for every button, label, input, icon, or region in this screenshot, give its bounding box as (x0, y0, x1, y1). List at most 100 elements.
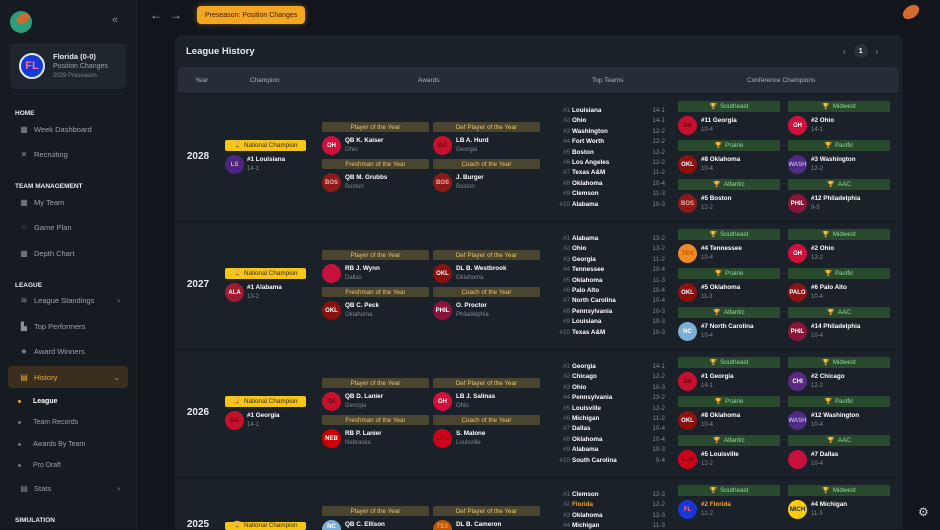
top-team-row[interactable]: #3 Oklahoma 12-3 (558, 512, 665, 520)
top-team-row[interactable]: #9 Louisiana 10-3 (558, 319, 665, 326)
top-team-row[interactable]: #2 Florida 12-2 (558, 502, 665, 509)
award-winner[interactable]: QB C. Peck (345, 302, 379, 309)
sidebar-item-game-plan[interactable]: ⁘ Game Plan (8, 217, 128, 239)
top-team-row[interactable]: #2 Ohio 14-1 (558, 118, 665, 125)
award-winner[interactable]: J. Burger (456, 174, 484, 181)
top-team-row[interactable]: #4 Tennessee 10-4 (558, 267, 665, 274)
conference-champion-name[interactable]: #7 North Carolina (701, 323, 754, 330)
top-team-row[interactable]: #1 Louisiana 14-1 (558, 107, 665, 115)
sidebar-item-league-standings[interactable]: ≋ League Standings › (8, 290, 128, 312)
top-team-row[interactable]: #10 South Carolina 9-4 (558, 457, 665, 465)
conference-champion-name[interactable]: #7 Dallas (811, 451, 839, 458)
top-team-row[interactable]: #8 Pennsylvania 10-3 (558, 308, 665, 316)
conference-champion-name[interactable]: #8 Oklahoma (701, 412, 741, 419)
conference-champion-name[interactable]: #6 Palo Alto (811, 284, 847, 291)
conference-champion-name[interactable]: #5 Oklahoma (701, 284, 741, 291)
rank: #1 (562, 363, 570, 370)
team-name: Chicago (572, 373, 597, 381)
conference-champion-name[interactable]: #8 Oklahoma (701, 156, 741, 163)
sidebar-item-award-winners[interactable]: ★ Award Winners (8, 341, 128, 363)
top-team-row[interactable]: #8 Oklahoma 10-4 (558, 180, 665, 188)
prev-page-button[interactable]: ‹ (843, 46, 846, 56)
conference-champion-name[interactable]: #4 Tennessee (701, 245, 742, 252)
award-header: Def Player of the Year (433, 506, 540, 516)
next-page-button[interactable]: › (875, 46, 879, 56)
award-winner[interactable]: DL B. Westbrook (456, 265, 507, 272)
conference-champion-name[interactable]: #3 Washington (811, 156, 856, 163)
back-button[interactable]: ← (150, 8, 162, 22)
top-team-row[interactable]: #6 Michigan 11-2 (558, 415, 665, 423)
sidebar-item-history[interactable]: ▤ History ⌄ (8, 366, 128, 388)
top-team-row[interactable]: #9 Alabama 10-3 (558, 447, 665, 454)
award-winner[interactable]: QB D. Lanier (345, 393, 384, 400)
settings-gear-icon[interactable]: ⚙ (918, 505, 929, 519)
award-winner[interactable]: DL B. Cameron (456, 521, 502, 528)
football-icon[interactable] (900, 1, 922, 23)
top-team-row[interactable]: #9 Clemson 11-3 (558, 191, 665, 198)
top-team-row[interactable]: #2 Ohio 13-2 (558, 246, 665, 253)
award-winner[interactable]: QB K. Kaiser (345, 137, 384, 144)
top-team-row[interactable]: #3 Ohio 10-3 (558, 384, 665, 392)
top-team-row[interactable]: #1 Alabama 13-2 (558, 235, 665, 243)
award-winner[interactable]: RB P. Lanier (345, 430, 382, 437)
top-team-row[interactable]: #4 Michigan 11-3 (558, 523, 665, 530)
team-card[interactable]: FL Florida (0-0) Position Changes 2029 P… (10, 43, 126, 89)
top-team-row[interactable]: #4 Fort Worth 12-2 (558, 139, 665, 146)
conference-champion-name[interactable]: #5 Louisville (701, 451, 739, 458)
top-team-row[interactable]: #1 Clemson 12-3 (558, 491, 665, 499)
sidebar-item-depth-chart[interactable]: ▦ Depth Chart (8, 242, 128, 264)
top-team-row[interactable]: #7 Dallas 10-4 (558, 426, 665, 433)
award-winner[interactable]: RB J. Wynn (345, 265, 380, 272)
forward-button[interactable]: → (170, 8, 182, 22)
top-team-row[interactable]: #6 Los Angeles 12-2 (558, 159, 665, 167)
conference-champion-name[interactable]: #1 Georgia (701, 373, 734, 380)
conference-champion-name[interactable]: #12 Washington (811, 412, 860, 419)
award-winner[interactable]: S. Malone (456, 430, 486, 437)
top-team-row[interactable]: #1 Georgia 14-1 (558, 363, 665, 371)
award-winner[interactable]: O. Proctor (456, 302, 487, 309)
sidebar-item-recruiting[interactable]: ✕ Recruiting (8, 144, 128, 166)
top-team-row[interactable]: #5 Boston 12-2 (558, 149, 665, 157)
top-team-row[interactable]: #2 Chicago 12-2 (558, 374, 665, 381)
conference-champion-name[interactable]: #4 Michigan (811, 501, 848, 508)
top-team-row[interactable]: #5 Louisville 12-2 (558, 405, 665, 413)
top-team-row[interactable]: #4 Pennsylvania 13-2 (558, 395, 665, 402)
conference-champion-name[interactable]: #2 Florida (701, 501, 731, 508)
conference-champion-logo: CHI (788, 372, 807, 391)
award-winner[interactable]: QB C. Ellison (345, 521, 385, 528)
conference-champion-name[interactable]: #2 Ohio (811, 245, 835, 252)
top-team-row[interactable]: #5 Oklahoma 11-3 (558, 277, 665, 285)
top-team-row[interactable]: #3 Washington 12-2 (558, 128, 665, 136)
sidebar-item-stats[interactable]: ▤ Stats › (8, 478, 128, 500)
conference-champion-name[interactable]: #2 Chicago (811, 373, 845, 380)
sidebar-item-week-dashboard[interactable]: ▦ Week Dashboard (8, 118, 128, 140)
team-name: Louisiana (572, 318, 602, 326)
top-team-row[interactable]: #7 North Carolina 10-4 (558, 298, 665, 305)
phase-button[interactable]: Preseason: Position Changes (197, 6, 306, 24)
sidebar-subitem-team-records[interactable]: Team Records (18, 419, 78, 426)
conference-champion-name[interactable]: #11 Georgia (701, 117, 737, 124)
top-team-row[interactable]: #6 Palo Alto 10-4 (558, 287, 665, 295)
conference-champion-name[interactable]: #12 Philadelphia (811, 195, 861, 202)
top-team-row[interactable]: #3 Georgia 11-2 (558, 256, 665, 264)
conference-header: 🏆 Midwest (788, 101, 890, 112)
conference-champion-name[interactable]: #5 Boston (701, 195, 732, 202)
top-team-row[interactable]: #10 Texas A&M 10-3 (558, 329, 665, 337)
collapse-sidebar-button[interactable]: « (112, 14, 119, 26)
trophy-icon: 🏆 (713, 310, 721, 316)
award-winner[interactable]: LB A. Hurd (456, 137, 489, 144)
sidebar-subitem-pro-draft[interactable]: Pro Draft (18, 462, 61, 469)
conference-champion-name[interactable]: #14 Philadelphia (811, 323, 861, 330)
sidebar-item-my-team[interactable]: ▦ My Team (8, 191, 128, 213)
sidebar-subitem-awards-by-team[interactable]: Awards By Team (18, 441, 85, 448)
top-team-row[interactable]: #7 Texas A&M 11-2 (558, 170, 665, 177)
sidebar-subitem-league[interactable]: League (18, 398, 58, 405)
award-winner[interactable]: QB M. Grubbs (345, 174, 388, 181)
award-winner[interactable]: LB J. Salinas (456, 393, 496, 400)
page-number[interactable]: 1 (853, 44, 868, 58)
top-team-row[interactable]: #8 Oklahoma 10-4 (558, 436, 665, 444)
sidebar-item-top-performers[interactable]: ▙ Top Performers (8, 315, 128, 337)
conference-champion-name[interactable]: #2 Ohio (811, 117, 835, 124)
trophy-icon: 🏆 (233, 270, 241, 276)
top-team-row[interactable]: #10 Alabama 10-3 (558, 201, 665, 209)
